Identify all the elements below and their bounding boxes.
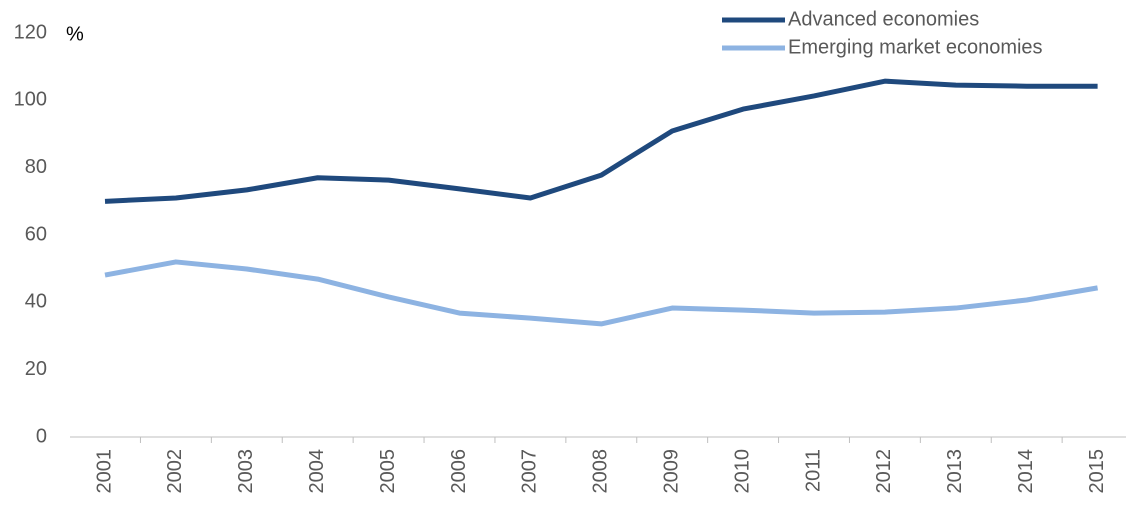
x-tick-label: 2002 xyxy=(164,449,186,494)
x-tick-label: 2001 xyxy=(93,449,115,494)
x-tick-label: 2011 xyxy=(802,449,824,492)
y-tick-label: 120 xyxy=(14,21,47,43)
y-tick-label: 20 xyxy=(25,358,47,380)
x-tick-label: 2014 xyxy=(1015,449,1037,494)
series-line xyxy=(104,78,1098,204)
y-tick-label: 80 xyxy=(25,156,47,178)
x-tick-label: 2010 xyxy=(731,449,753,494)
x-tick-label: 2005 xyxy=(377,449,399,494)
legend-label: Emerging market economies xyxy=(788,36,1043,58)
y-tick-label: 60 xyxy=(25,223,47,245)
x-tick-label: 2004 xyxy=(306,449,328,494)
y-tick-label: 40 xyxy=(25,291,47,313)
x-tick-label: 2009 xyxy=(660,449,682,494)
y-tick-label: 100 xyxy=(14,89,47,111)
y-axis-label: % xyxy=(66,23,84,45)
series-line xyxy=(104,259,1099,327)
x-tick-label: 2006 xyxy=(448,449,470,494)
x-tick-label: 2012 xyxy=(873,449,895,494)
x-tick-label: 2008 xyxy=(590,449,612,494)
x-tick-label: 2015 xyxy=(1086,449,1108,494)
x-tick-label: 2013 xyxy=(944,449,966,494)
x-tick-label: 2003 xyxy=(235,449,257,494)
x-tick-label: 2007 xyxy=(519,449,541,494)
y-tick-label: 0 xyxy=(36,425,47,447)
legend-label: Advanced economies xyxy=(788,8,979,30)
